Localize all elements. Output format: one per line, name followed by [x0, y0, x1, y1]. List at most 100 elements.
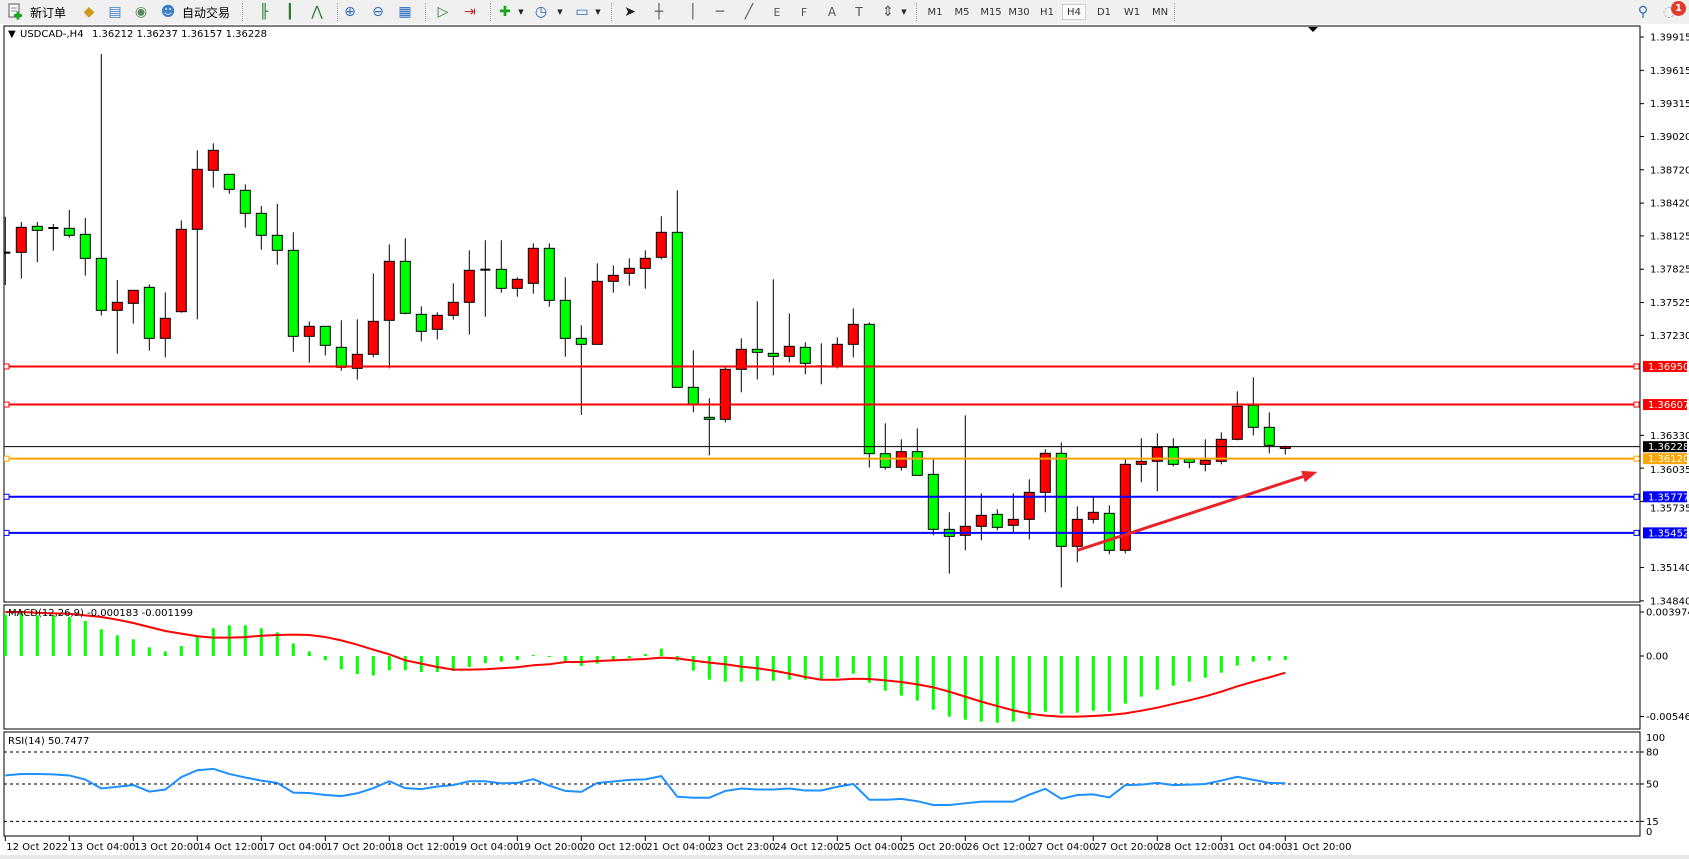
macd-histogram-bar [515, 656, 519, 660]
price-axis-label: 1.37230 [1650, 331, 1689, 342]
new-order-icon [8, 3, 22, 20]
data-window-icon[interactable]: ▤ [108, 4, 122, 20]
time-axis-label: 31 Oct 04:00 [1222, 842, 1287, 853]
chart-window[interactable]: 1.39915 1.39615 1.39315 1.39020 1.38720 1.384… [0, 24, 1689, 859]
timeframe-w1[interactable]: W1 [1123, 6, 1141, 18]
trend-arrow-line[interactable] [1076, 475, 1304, 552]
candle-body [1023, 491, 1035, 520]
line-handle-right[interactable] [1633, 455, 1640, 462]
candle-body [991, 513, 1003, 528]
chart-menu-arrow-icon[interactable]: ▼ [8, 29, 16, 40]
candle-body [831, 343, 843, 367]
macd-histogram-bar [1219, 656, 1223, 673]
indicators-icon[interactable]: ✚ [499, 4, 511, 20]
candle [671, 190, 683, 388]
macd-histogram-bar [1027, 656, 1031, 719]
fibo-fan-button[interactable]: F [795, 3, 813, 21]
macd-histogram-bar [371, 656, 375, 676]
zoom-in-icon[interactable]: ⊕ [344, 4, 356, 20]
search-icon[interactable]: ⚲ [1637, 4, 1649, 20]
arrows-icon[interactable]: ⇕ [882, 4, 894, 20]
gold-icon[interactable]: ◆ [83, 4, 95, 20]
new-order-label[interactable]: 新订单 [30, 5, 67, 20]
line-handle-right[interactable] [1633, 363, 1640, 370]
time-axis-label: 27 Oct 20:00 [1094, 842, 1159, 853]
fibo-expansion-button[interactable]: E [768, 3, 786, 21]
line-handle-left[interactable] [4, 529, 10, 536]
main-price-panel [3, 25, 1641, 603]
bar-chart-icon[interactable]: ╟ [259, 4, 269, 20]
candle [703, 398, 715, 456]
tile-windows-icon[interactable]: ▦ [398, 4, 412, 20]
timeframe-m30[interactable]: M30 [1008, 6, 1030, 18]
macd-axis-label: 0.003974 [1646, 607, 1689, 618]
macd-histogram-bar [115, 635, 119, 656]
price-line-tag [1643, 491, 1687, 503]
timeframe-h4[interactable]: H4 [1062, 4, 1086, 20]
timeframe-h1[interactable]: H1 [1040, 6, 1054, 18]
candle [735, 338, 747, 393]
candle [1199, 439, 1211, 472]
price-axis-label: 1.39615 [1650, 66, 1689, 77]
candle-body [847, 323, 859, 345]
autotrade-icon[interactable]: ☻ [160, 4, 176, 20]
line-chart-icon[interactable]: ⋀ [311, 4, 323, 20]
time-axis-label: 13 Oct 20:00 [134, 842, 199, 853]
line-handle-left[interactable] [4, 455, 10, 462]
candle-body [63, 227, 75, 236]
line-handle-left[interactable] [4, 493, 10, 500]
autotrade-label[interactable]: 自动交易 [182, 5, 231, 20]
chevron-down-icon[interactable]: ▼ [557, 8, 563, 16]
vertical-line-icon[interactable]: │ [688, 4, 698, 20]
auto-scroll-icon[interactable]: ▷ [437, 4, 449, 20]
macd-histogram-bar [1171, 656, 1175, 686]
chevron-down-icon[interactable]: ▼ [901, 8, 907, 16]
horizontal-line-icon[interactable]: ─ [715, 4, 725, 20]
candle-body [863, 323, 875, 455]
signals-icon[interactable]: ◉ [134, 4, 148, 20]
candle [287, 232, 299, 352]
trend-arrow-head-icon[interactable] [1301, 470, 1318, 483]
chart-shift-icon[interactable]: ⇥ [464, 4, 476, 20]
macd-histogram-bar [179, 646, 183, 656]
zoom-out-icon[interactable]: ⊖ [372, 4, 384, 20]
candle [159, 292, 171, 358]
candle-body [303, 325, 315, 337]
chevron-down-icon[interactable]: ▼ [595, 8, 601, 16]
timeframe-m5[interactable]: M5 [954, 6, 970, 18]
cursor-icon[interactable]: ➤ [624, 4, 636, 20]
candle-body [623, 267, 635, 274]
candle-body [175, 228, 187, 313]
line-handle-right[interactable] [1633, 529, 1640, 536]
text-label-tool-button[interactable]: T [850, 3, 868, 21]
trendline-icon[interactable]: ╱ [744, 4, 754, 20]
candle-body [1039, 452, 1051, 493]
candle-body [111, 301, 123, 311]
chart-shift-marker-icon[interactable] [1308, 27, 1318, 32]
line-handle-right[interactable] [1633, 493, 1640, 500]
candlestick-chart-icon[interactable]: ┃ [285, 4, 295, 20]
timeframe-m15[interactable]: M15 [980, 6, 1002, 18]
crosshair-icon[interactable]: ┼ [654, 4, 664, 20]
text-tool-button[interactable]: A [823, 3, 841, 21]
macd-histogram-bar [771, 656, 775, 681]
periods-clock-icon[interactable]: ◷ [534, 4, 548, 20]
line-handle-right[interactable] [1633, 401, 1640, 408]
chevron-down-icon[interactable]: ▼ [518, 8, 524, 16]
candle-body [751, 348, 763, 353]
macd-histogram-bar [835, 656, 839, 678]
candle [4, 216, 11, 285]
templates-icon[interactable]: ▭ [575, 4, 589, 20]
timeframe-mn[interactable]: MN [1151, 6, 1169, 18]
timeframe-m1[interactable]: M1 [927, 6, 943, 18]
candle-body [1055, 452, 1067, 547]
line-handle-left[interactable] [4, 363, 10, 370]
new-order-button[interactable] [3, 3, 27, 21]
line-handle-left[interactable] [4, 401, 10, 408]
text-label-icon: T [855, 5, 863, 19]
time-axis-label: 23 Oct 23:00 [710, 842, 775, 853]
timeframe-d1[interactable]: D1 [1096, 6, 1112, 18]
candle [223, 173, 235, 194]
time-axis-label: 13 Oct 04:00 [70, 842, 135, 853]
candle-body [607, 274, 619, 282]
